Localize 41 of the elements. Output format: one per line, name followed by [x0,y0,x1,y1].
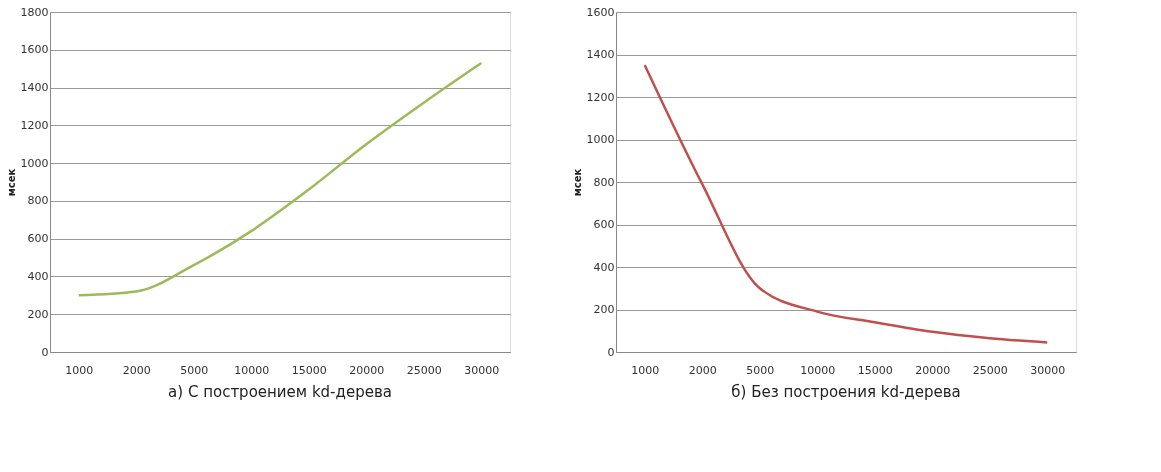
y-axis-title: мсек [5,168,17,197]
y-axis-title: мсек [571,168,583,197]
x-tick-label: 20000 [915,363,951,377]
y-tick-label: 1400 [20,81,49,95]
x-tick-label: 10000 [800,363,836,377]
x-tick-label: 15000 [291,363,327,377]
y-tick-label: 600 [593,218,615,231]
y-tick-label: 200 [27,307,49,321]
y-tick-label: 1200 [20,118,49,132]
x-tick-label: 1000 [65,363,94,377]
y-tick-label: 1000 [20,156,49,170]
y-tick-label: 0 [41,345,49,359]
x-tick-label: 25000 [406,363,442,377]
x-tick-label: 30000 [464,363,500,377]
x-tick-label: 25000 [972,363,1008,377]
x-tick-label: 5000 [746,363,775,377]
y-tick-label: 1600 [20,43,49,57]
y-tick-label: 1400 [586,48,615,61]
x-tick-label: 2000 [122,363,151,377]
x-tick-label: 2000 [688,363,717,377]
text: а) С построением kd-дерева [168,383,392,401]
y-tick-label: 600 [27,232,49,246]
text: б) Без построения kd-дерева [731,383,961,401]
line-series [77,61,483,297]
y-tick-label: 200 [593,303,615,316]
x-tick-label: 10000 [234,363,270,377]
y-tick-label: 800 [593,175,615,189]
y-tick-label: 1600 [586,5,615,19]
y-tick-label: 1800 [20,5,49,19]
y-tick-label: 400 [593,260,615,274]
x-tick-label: 5000 [180,363,209,377]
x-tick-label: 1000 [631,363,660,377]
y-tick-label: 400 [27,269,49,283]
y-tick-label: 1000 [586,133,615,146]
x-tick-label: 15000 [857,363,893,377]
y-tick-label: 0 [607,345,615,359]
y-tick-label: 800 [27,194,49,208]
line-series [643,63,1049,344]
y-tick-label: 1200 [586,90,615,104]
x-tick-label: 30000 [1030,363,1066,377]
x-tick-label: 20000 [349,363,385,377]
